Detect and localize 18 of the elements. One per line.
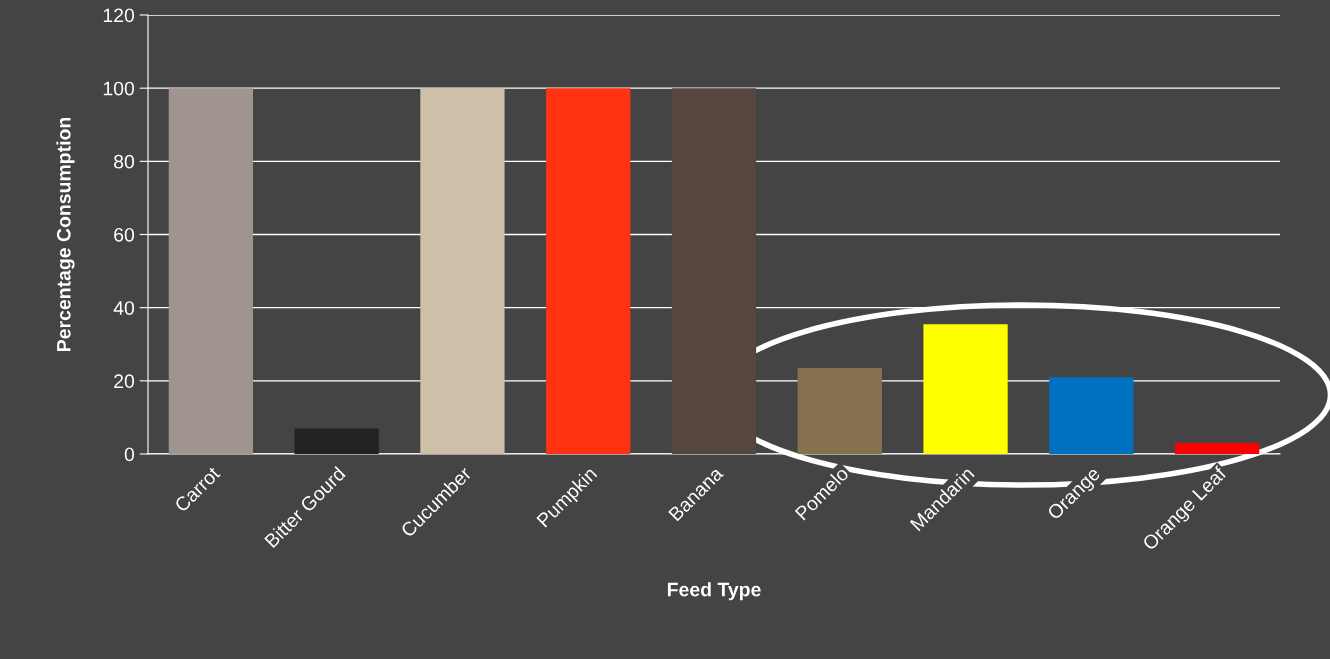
y-axis-title: Percentage Consumption [56, 117, 75, 351]
y-tick-label: 20 [114, 374, 135, 389]
bar [923, 324, 1008, 454]
y-tick-label: 120 [103, 8, 135, 23]
bar [168, 88, 254, 454]
bar [1049, 377, 1134, 454]
bar [546, 88, 631, 454]
y-tick-label: 40 [113, 301, 135, 315]
y-tick-label: 100 [103, 81, 135, 96]
bar [671, 88, 757, 454]
y-tick-label: 80 [114, 154, 135, 169]
bar [797, 368, 882, 454]
x-axis-title: Feed Type [667, 582, 761, 601]
bar [1174, 443, 1260, 454]
bar [294, 428, 379, 454]
y-tick-label: 60 [114, 227, 135, 242]
bar [420, 88, 505, 454]
y-tick-label: 0 [124, 447, 135, 462]
